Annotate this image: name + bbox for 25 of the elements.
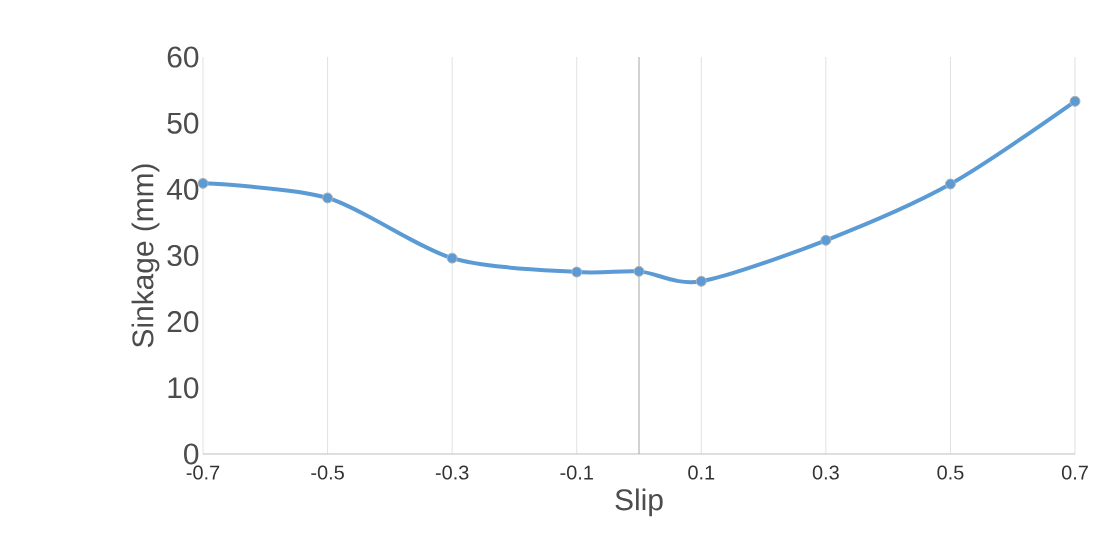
point: [322, 192, 334, 204]
x-tick-label: -0.5: [311, 465, 344, 480]
point: [695, 275, 707, 287]
point: [633, 265, 645, 277]
point: [820, 234, 832, 246]
y-tick-label: 20: [167, 311, 199, 333]
point: [571, 266, 583, 278]
point: [446, 252, 458, 264]
x-tick-label: -0.7: [186, 465, 220, 480]
y-tick-label: 40: [166, 178, 199, 200]
y-axis-title: Sinkage (mm): [131, 164, 160, 348]
x-tick-label: 0.1: [688, 465, 715, 480]
x-tick-label: 0.7: [1061, 465, 1088, 480]
y-tick-label: 30: [167, 244, 199, 267]
x-tick-label: -0.3: [435, 465, 469, 480]
y-tick-label: 50: [167, 112, 199, 134]
x-tick-label: 0.3: [812, 465, 839, 480]
y-tick-label: 10: [168, 377, 199, 399]
point: [944, 178, 956, 190]
y-tick-label: 0: [184, 443, 199, 465]
point: [1069, 95, 1081, 107]
x-axis-title: Slip: [615, 488, 663, 517]
x-tick-label: -0.1: [560, 465, 593, 480]
y-tick-label: 60: [167, 46, 199, 68]
x-tick-label: 0.5: [937, 465, 964, 480]
